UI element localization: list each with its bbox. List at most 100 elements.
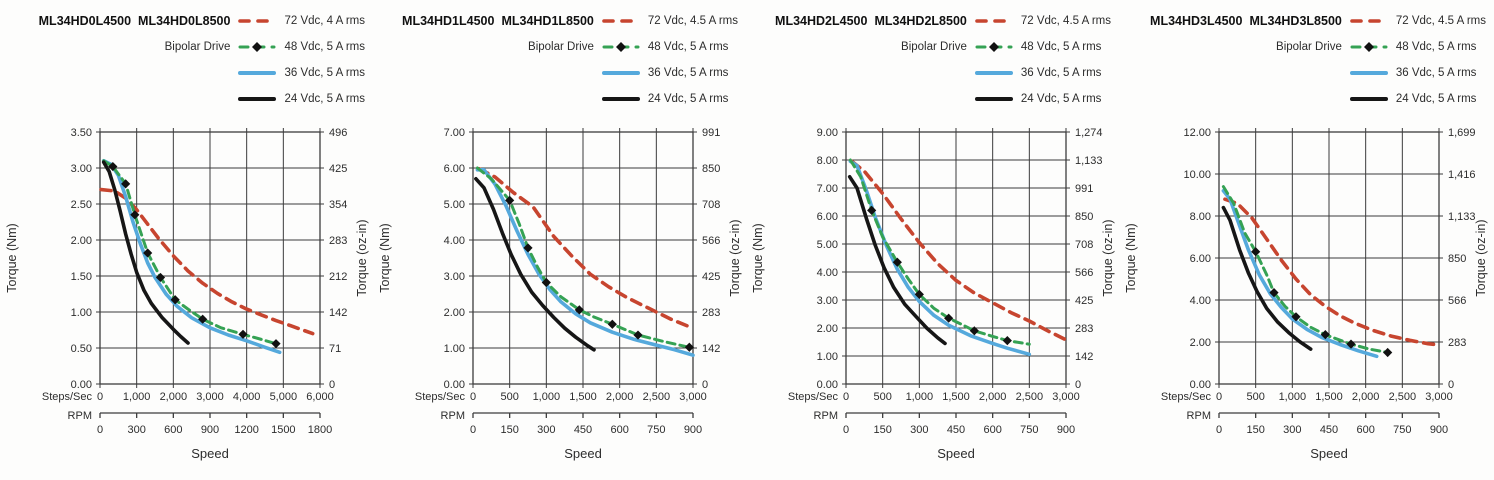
y-axis-left-tick-label: 6.00 <box>817 211 838 223</box>
y-axis-right-title: Torque (oz-in) <box>355 219 369 296</box>
y-axis-right-tick-label: 212 <box>329 271 347 283</box>
plot-border <box>845 131 1067 385</box>
rpm-tick-label: 300 <box>537 424 555 436</box>
y-axis-left-tick-label: 6.00 <box>1190 253 1211 265</box>
y-axis-left-tick-label: 5.00 <box>817 239 838 251</box>
y-axis-left-tick-label: 2.00 <box>817 323 838 335</box>
steps-per-sec-tick-label: 3,000 <box>679 391 707 403</box>
y-axis-left-tick-label: 0.00 <box>71 379 92 391</box>
legend-line-24vdc-icon <box>974 97 1013 101</box>
y-axis-right-tick-label: 0 <box>702 379 708 391</box>
rpm-tick-label: 1200 <box>234 424 258 436</box>
data-point-marker <box>523 243 533 253</box>
y-axis-right-tick-label: 425 <box>702 271 720 283</box>
data-point-marker <box>130 210 140 220</box>
y-axis-left-tick-label: 2.00 <box>1190 337 1211 349</box>
legend-item-24vdc: 24 Vdc, 5 A rms <box>284 93 365 105</box>
y-axis-right-tick-label: 850 <box>1075 211 1093 223</box>
gridlines <box>842 128 1070 388</box>
model-name-right: ML34HD0L8500 <box>138 14 231 28</box>
y-axis-right-tick-label: 142 <box>702 343 720 355</box>
legend-line-72vdc-icon <box>602 19 640 23</box>
y-axis-left-tick-label: 8.00 <box>817 155 838 167</box>
y-axis-right-tick-label: 1,133 <box>1448 211 1476 223</box>
legend-item-72vdc: 72 Vdc, 4.5 A rms <box>1395 15 1486 27</box>
rpm-tick-label: 1500 <box>271 424 295 436</box>
chart-header: ML34HD0L4500 ML34HD0L8500 72 Vdc, 4 A rms… <box>0 0 373 112</box>
rpm-tick-label: 600 <box>164 424 182 436</box>
y-axis-left-tick-label: 0.50 <box>71 343 92 355</box>
steps-per-sec-tick-label: 1,500 <box>569 391 597 403</box>
gridlines <box>96 128 324 388</box>
legend-item-36vdc: 36 Vdc, 5 A rms <box>1395 67 1477 79</box>
legend-item-36vdc: 36 Vdc, 5 A rms <box>647 67 729 79</box>
rpm-tick-label: 450 <box>947 424 965 436</box>
rpm-tick-label: 150 <box>1246 424 1264 436</box>
legend-line-36vdc-icon <box>974 71 1013 75</box>
steps-per-sec-tick-label: 6,000 <box>306 391 334 403</box>
rpm-tick-label: 150 <box>500 424 518 436</box>
data-point-marker <box>607 319 617 329</box>
y-axis-left-tick-label: 12.00 <box>1183 127 1211 139</box>
drive-type-label: Bipolar Drive <box>528 41 594 53</box>
y-axis-left-title: Torque (Nm) <box>1124 223 1138 292</box>
steps-per-sec-tick-label: 0 <box>843 391 849 403</box>
rpm-tick-label: 900 <box>201 424 219 436</box>
y-axis-left-tick-label: 1.00 <box>444 343 465 355</box>
rpm-tick-label: 0 <box>97 424 103 436</box>
y-axis-right-tick-label: 142 <box>329 307 347 319</box>
series-curve-72vdc <box>850 159 1068 342</box>
drive-type-label: Bipolar Drive <box>901 41 967 53</box>
torque-chart-panel-1: ML34HD0L4500 ML34HD0L8500 72 Vdc, 4 A rms… <box>0 0 373 480</box>
data-point-marker <box>198 314 208 324</box>
model-name-right: ML34HD3L8500 <box>1249 14 1342 28</box>
rpm-axis-label: RPM <box>814 410 838 422</box>
model-titles: ML34HD3L4500 ML34HD3L8500 <box>1150 14 1342 28</box>
model-name-left: ML34HD2L4500 <box>775 14 868 28</box>
y-axis-right-tick-label: 71 <box>329 343 341 355</box>
torque-chart-panel-3: ML34HD2L4500 ML34HD2L8500 72 Vdc, 4.5 A r… <box>746 0 1119 480</box>
y-axis-left-tick-label: 2.00 <box>444 307 465 319</box>
steps-per-sec-tick-label: 2,000 <box>606 391 634 403</box>
drive-type-label: Bipolar Drive <box>164 41 231 53</box>
data-point-marker <box>170 295 180 305</box>
steps-per-sec-tick-label: 1,500 <box>1315 391 1343 403</box>
legend-item-24vdc: 24 Vdc, 5 A rms <box>647 93 729 105</box>
y-axis-right-tick-label: 708 <box>1075 239 1093 251</box>
y-axis-left-tick-label: 2.00 <box>71 235 92 247</box>
steps-per-sec-tick-label: 3,000 <box>1052 391 1080 403</box>
steps-per-sec-tick-label: 1,000 <box>1279 391 1307 403</box>
drive-type-label: Bipolar Drive <box>1276 41 1342 53</box>
rpm-axis <box>845 412 1067 418</box>
y-axis-right-tick-label: 1,274 <box>1075 127 1103 139</box>
y-axis-right-tick-label: 142 <box>1075 351 1093 363</box>
y-axis-left-tick-label: 2.50 <box>71 199 92 211</box>
y-axis-right-tick-label: 0 <box>329 379 335 391</box>
rpm-tick-label: 0 <box>843 424 849 436</box>
steps-per-sec-tick-label: 1,500 <box>942 391 970 403</box>
series-curve-24vdc <box>847 175 947 346</box>
legend-line-24vdc-icon <box>1349 97 1388 101</box>
legend-line-36vdc-icon <box>601 71 640 75</box>
y-axis-right-tick-label: 850 <box>702 163 720 175</box>
torque-speed-chart: 3.50 3.00 2.50 2.00 1.50 1.00 0.50 0.00 496 425 35… <box>5 127 369 461</box>
chart-header: ML34HD2L4500 ML34HD2L8500 72 Vdc, 4.5 A r… <box>746 0 1119 112</box>
y-axis-left-tick-label: 9.00 <box>817 127 838 139</box>
steps-per-sec-tick-label: 1,000 <box>533 391 561 403</box>
x-axis-title: Speed <box>1310 446 1348 461</box>
rpm-tick-label: 300 <box>910 424 928 436</box>
y-axis-right-title: Torque (oz-in) <box>728 219 742 296</box>
rpm-tick-label: 300 <box>1283 424 1301 436</box>
rpm-axis <box>99 412 321 418</box>
steps-per-sec-axis-label: Steps/Sec <box>788 391 839 403</box>
data-point-marker <box>1002 336 1012 346</box>
y-axis-left-tick-label: 1.00 <box>817 351 838 363</box>
y-axis-left-tick-label: 6.00 <box>444 163 465 175</box>
data-point-marker <box>1320 330 1330 340</box>
y-axis-right-tick-label: 283 <box>1448 337 1466 349</box>
model-titles: ML34HD0L4500 ML34HD0L8500 <box>39 14 231 28</box>
rpm-tick-label: 600 <box>610 424 628 436</box>
x-axis-title: Speed <box>564 446 602 461</box>
rpm-axis-label: RPM <box>1187 410 1211 422</box>
